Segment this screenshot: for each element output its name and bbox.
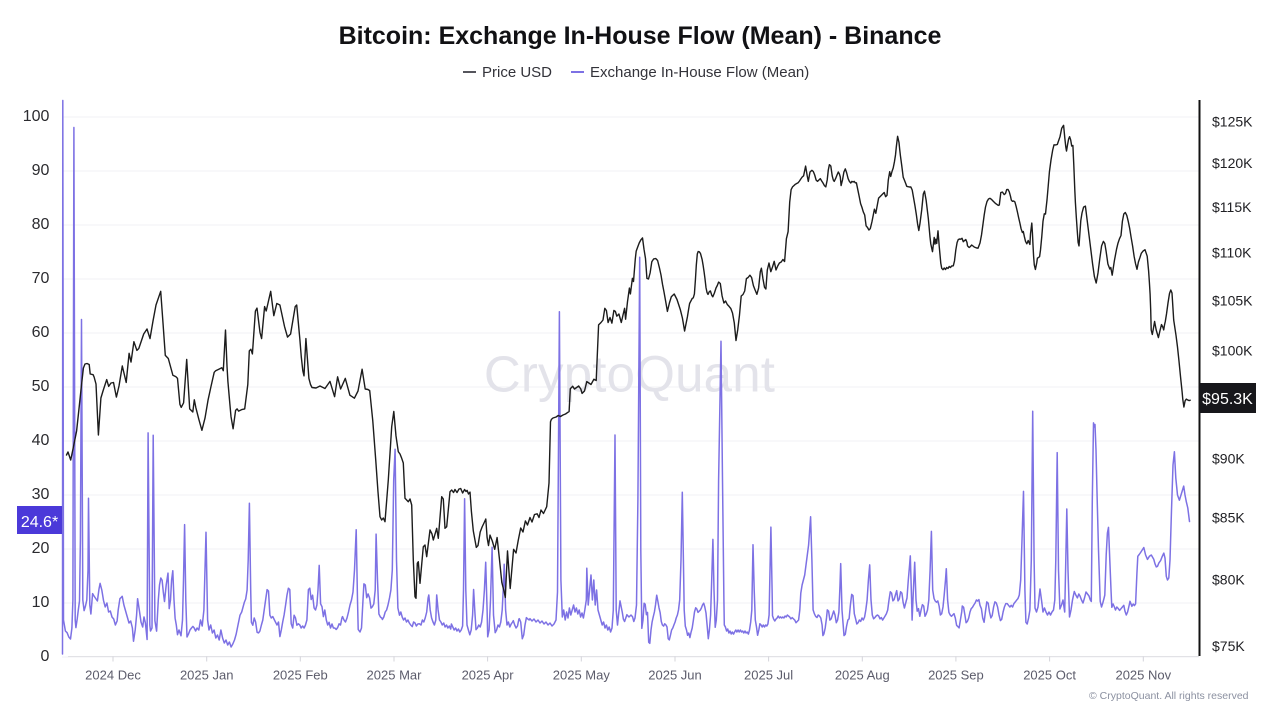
svg-text:CryptoQuant: CryptoQuant [484,346,775,403]
svg-text:$75K: $75K [1212,638,1245,654]
svg-text:$105K: $105K [1212,292,1253,308]
svg-text:70: 70 [32,270,50,287]
svg-text:2025 May: 2025 May [553,668,611,683]
svg-text:$100K: $100K [1212,343,1253,359]
svg-text:$80K: $80K [1212,572,1245,588]
svg-text:$85K: $85K [1212,509,1245,525]
svg-text:40: 40 [32,432,50,449]
svg-text:$95.3K: $95.3K [1202,391,1253,408]
svg-text:$90K: $90K [1212,451,1245,467]
svg-text:50: 50 [32,378,50,395]
svg-text:80: 80 [32,216,50,233]
svg-text:20: 20 [32,540,50,557]
svg-text:2025 Feb: 2025 Feb [273,668,328,683]
svg-text:$110K: $110K [1212,245,1252,261]
svg-text:2025 Jul: 2025 Jul [744,668,793,683]
svg-text:2025 Jan: 2025 Jan [180,668,234,683]
svg-text:2025 Oct: 2025 Oct [1023,668,1076,683]
svg-text:60: 60 [32,324,50,341]
svg-text:30: 30 [32,486,50,503]
svg-text:100: 100 [23,108,50,125]
svg-text:2024 Dec: 2024 Dec [85,668,141,683]
svg-text:2025 Aug: 2025 Aug [835,668,890,683]
svg-text:2025 Mar: 2025 Mar [367,668,423,683]
svg-text:24.6*: 24.6* [21,514,58,531]
svg-text:$125K: $125K [1212,113,1253,129]
svg-text:90: 90 [32,162,50,179]
svg-text:$120K: $120K [1212,155,1253,171]
svg-text:2025 Jun: 2025 Jun [648,668,702,683]
svg-text:2025 Apr: 2025 Apr [462,668,515,683]
svg-text:10: 10 [32,594,50,611]
svg-text:$115K: $115K [1212,199,1252,215]
svg-text:2025 Nov: 2025 Nov [1115,668,1171,683]
svg-text:2025 Sep: 2025 Sep [928,668,984,683]
svg-text:0: 0 [40,648,49,665]
